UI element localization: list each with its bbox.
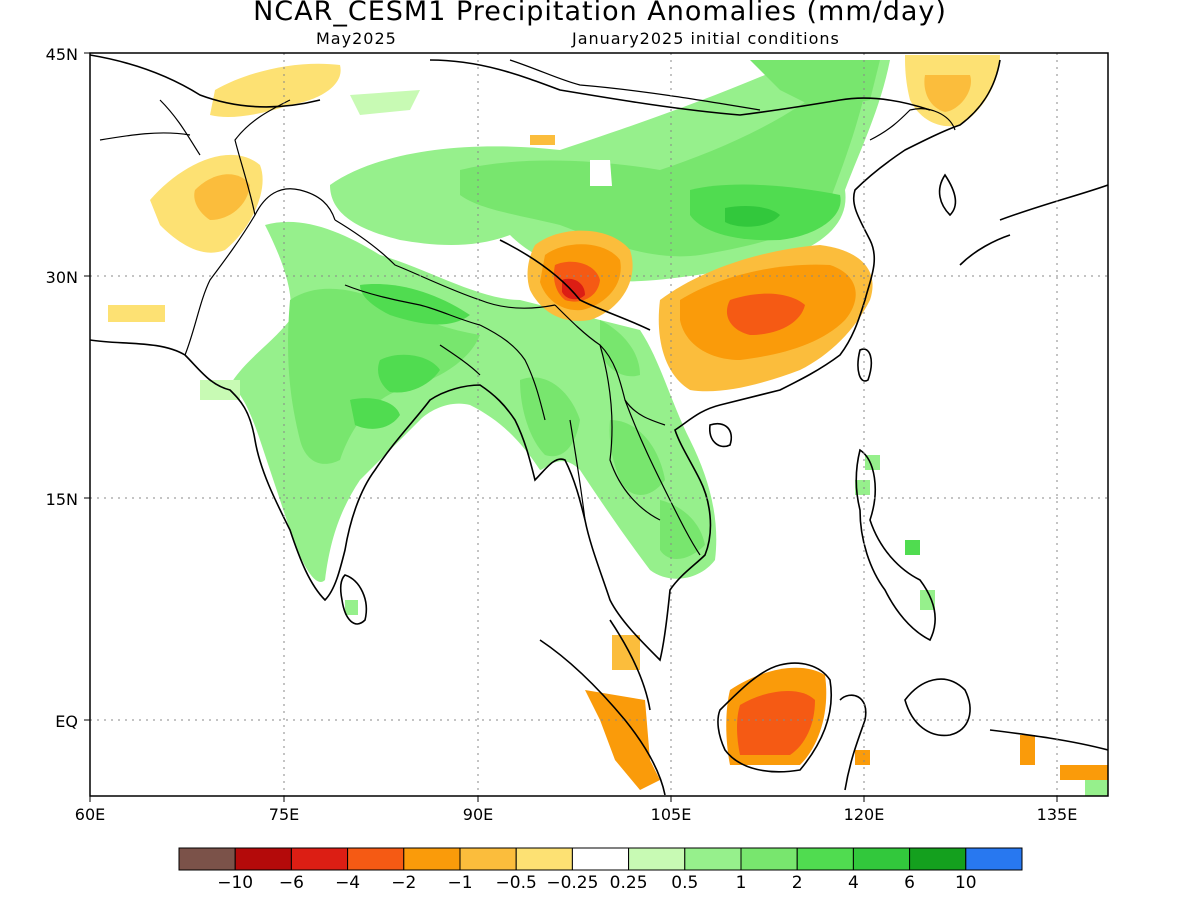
colorbar-label: 0.25: [610, 873, 648, 893]
colorbar-swatch: [403, 847, 461, 871]
colorbar-label: −4: [335, 873, 360, 893]
lat-label-45n: 45N: [46, 45, 78, 64]
coastlines: [90, 54, 1108, 796]
colorbar-label: −1: [447, 873, 472, 893]
lon-label-60e: 60E: [75, 805, 105, 824]
colorbar-swatch: [740, 847, 798, 871]
colorbar-swatch: [234, 847, 292, 871]
map-frame: [89, 52, 1109, 797]
colorbar-swatch: [796, 847, 854, 871]
colorbar-label: −10: [217, 873, 253, 893]
colorbar-label: 0.5: [671, 873, 698, 893]
colorbar-label: −2: [391, 873, 416, 893]
lat-label-eq: EQ: [55, 712, 78, 731]
lon-label-75e: 75E: [269, 805, 299, 824]
lon-label-120e: 120E: [844, 805, 885, 824]
colorbar-swatch: [290, 847, 349, 871]
colorbar-label: 1: [736, 873, 747, 893]
lat-label-15n: 15N: [46, 490, 78, 509]
colorbar-swatch: [571, 847, 630, 871]
lon-label-90e: 90E: [463, 805, 493, 824]
axis-ticks: [84, 52, 1058, 802]
colorbar-label: −0.25: [546, 873, 598, 893]
colorbar-swatch: [515, 847, 573, 871]
lat-label-30n: 30N: [46, 268, 78, 287]
colorbar-swatch: [459, 847, 517, 871]
init-conditions-label: January2025 initial conditions: [572, 29, 840, 48]
map-title: NCAR_CESM1 Precipitation Anomalies (mm/d…: [253, 0, 947, 27]
colorbar-swatch: [178, 847, 236, 871]
colorbar-label: 6: [904, 873, 915, 893]
colorbar-label: 4: [848, 873, 859, 893]
colorbar-swatch: [852, 847, 911, 871]
colorbar-swatch: [628, 847, 686, 871]
valid-month-label: May2025: [316, 29, 397, 48]
colorbar-label: −6: [279, 873, 304, 893]
lon-label-135e: 135E: [1037, 805, 1078, 824]
lon-label-105e: 105E: [651, 805, 692, 824]
colorbar-label: −0.5: [496, 873, 537, 893]
colorbar-swatch: [909, 847, 967, 871]
colorbar-label: 2: [792, 873, 803, 893]
graticule: [90, 53, 1108, 796]
colorbar-swatch: [347, 847, 405, 871]
colorbar-label: 10: [955, 873, 977, 893]
colorbar: −10 −6 −4 −2 −1 −0.5 −0.25 0.25 0.5 1 2 4 6 10: [178, 847, 1023, 893]
colorbar-swatch: [684, 847, 742, 871]
country-borders: [99, 59, 956, 556]
colorbar-swatch: [965, 847, 1023, 871]
